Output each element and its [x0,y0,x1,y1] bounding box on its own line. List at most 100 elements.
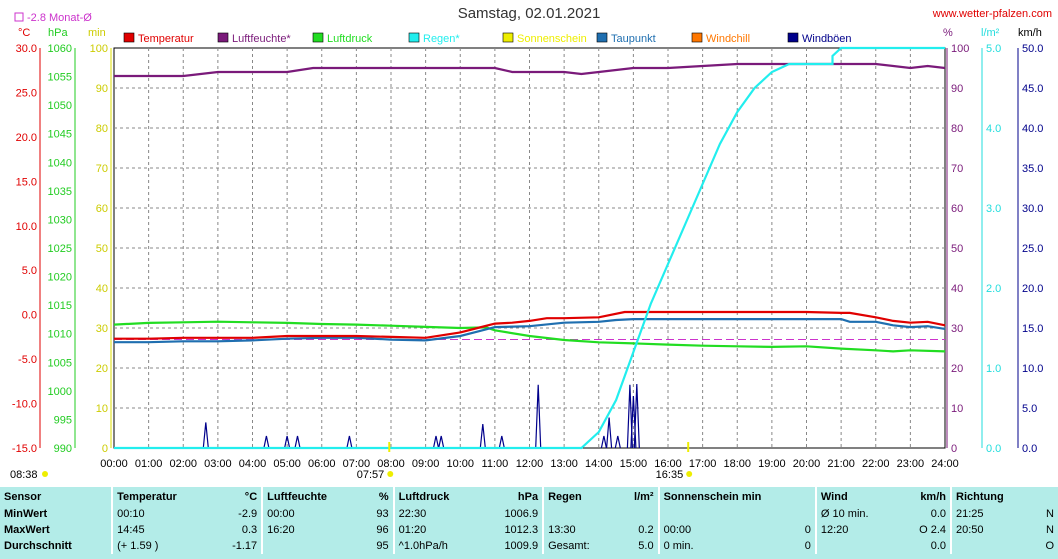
gust-spike [600,435,607,449]
stats-cell: 0 [804,524,811,536]
x-tick-label: 03:00 [204,458,232,470]
humidity-tick-label: 90 [951,83,963,95]
sun-icon [686,471,693,477]
legend-label: Taupunkt [611,33,656,45]
x-tick-label: 09:00 [412,458,440,470]
monthly-avg-icon [14,12,24,22]
pressure-tick-label: 1015 [48,300,72,312]
legend-swatch [312,32,324,43]
x-tick-label: 19:00 [758,458,786,470]
wind-tick-label: 5.0 [1022,403,1037,415]
series-line-pressure [113,320,946,353]
temp-tick-label: 5.0 [22,265,37,277]
stats-header-temp: Temperatur [111,487,213,506]
legend-label: Windchill [706,33,750,45]
stats-cell: 0.0 [930,508,946,520]
stats-cell: 96 [376,524,389,536]
humidity-tick-label: 20 [951,363,963,375]
sun-tick-label: 90 [96,83,108,95]
humidity-tick-label: 60 [951,203,963,215]
gust-spike [432,435,440,449]
stats-row-avg: Durchschnitt (+ 1.59 ) -1.17 95 ^1.0hPa/… [0,538,1058,554]
sun-tick-label: 40 [96,283,108,295]
gust-spike [263,435,270,449]
stats-row-label: Durchschnitt [4,540,72,552]
legend-swatch [691,32,703,43]
pressure-tick-label: 1040 [48,157,72,169]
monthly-avg-label: -2.8 Monat-Ø [27,12,92,24]
stats-cell [950,538,1034,554]
series-line-dewpoint [114,318,946,344]
pressure-tick-label: 1020 [48,272,72,284]
x-tick-label: 14:00 [585,458,613,470]
stats-header-hum: Luftfeuchte [261,487,363,506]
gust-spike [284,435,291,449]
x-tick-label: 06:00 [308,458,336,470]
site-link[interactable]: www.wetter-pfalzen.com [932,8,1052,20]
stats-cell: O 2.4 [919,524,946,536]
stats-header-sensor: Sensor [4,490,42,503]
stats-header-press: Luftdruck [392,487,481,506]
sun-tick-label: 50 [96,243,108,255]
x-tick-label: 15:00 [620,458,648,470]
stats-cell: 5.0 [638,540,654,552]
x-tick-label: 11:00 [482,458,509,470]
wind-tick-label: 30.0 [1022,203,1043,215]
pressure-tick-label: 990 [54,443,72,455]
legend-swatch [217,32,229,43]
stats-header-rain-unit: l/m² [634,490,654,503]
pressure-tick-label: 1055 [48,72,72,84]
x-tick-label: 05:00 [273,458,301,470]
gust-spike [606,417,613,449]
x-tick-label: 00:00 [100,458,128,470]
weather-chart: 30.0 25.0 20.0 15.0 10.0 5.0 0.0 -5.0 -10.0 -15.0… [10,12,1043,481]
stats-cell: N [1046,524,1054,536]
legend-label: Temperatur [138,33,194,45]
temp-axis-unit: °C [18,27,30,39]
sunrise-time: 07:57 [357,469,385,481]
temp-tick-label: 15.0 [16,176,37,188]
legend-swatch [596,32,608,43]
stats-cell: 95 [376,540,389,552]
x-tick-label: 07:00 [343,458,371,470]
stats-cell [772,506,816,522]
stats-cell [814,538,899,554]
x-tick-label: 13:00 [550,458,578,470]
sun-tick-label: 30 [96,323,108,335]
sun-tick-label: 20 [96,363,108,375]
legend-swatch [787,32,799,43]
sun-axis-unit: min [88,27,106,39]
pressure-tick-label: 1010 [48,329,72,341]
stats-cell [542,506,617,522]
rain-tick-label: 1.0 [986,363,1001,375]
humidity-tick-label: 100 [951,43,969,55]
wind-tick-label: 50.0 [1022,43,1043,55]
stats-cell: 0 [804,540,811,552]
stats-cell: Gesamt: [542,538,617,554]
temp-tick-label: 25.0 [16,87,37,99]
humidity-tick-label: 30 [951,323,963,335]
pressure-tick-label: 995 [54,414,72,426]
wind-tick-label: 15.0 [1022,323,1043,335]
stats-header-wind: Wind [814,487,899,506]
rain-axis-unit: l/m² [981,27,1000,39]
stats-cell: Ø 10 min. [814,506,899,522]
gust-spike [202,422,209,449]
wind-tick-label: 35.0 [1022,163,1043,175]
temp-tick-label: -15.0 [12,443,37,455]
legend-label: Sonnenschein [517,33,587,45]
sun-tick-label: 0 [102,443,108,455]
stats-header-wind-unit: km/h [920,490,946,503]
stats-row-max: MaxWert 14:45 0.3 16:20 96 01:20 1012.3 … [0,522,1058,538]
stats-cell: 14:45 [111,522,213,538]
temp-tick-label: -5.0 [18,354,37,366]
stats-cell: 0.0 [930,540,946,552]
wind-tick-label: 20.0 [1022,283,1043,295]
temp-tick-label: -10.0 [12,399,37,411]
stats-cell: 93 [376,508,389,520]
stats-header-press-unit: hPa [517,490,539,503]
temp-tick-label: 30.0 [16,43,37,55]
rain-tick-label: 2.0 [986,283,1001,295]
pressure-tick-label: 1025 [48,243,72,255]
stats-cell: -2.9 [238,508,258,520]
